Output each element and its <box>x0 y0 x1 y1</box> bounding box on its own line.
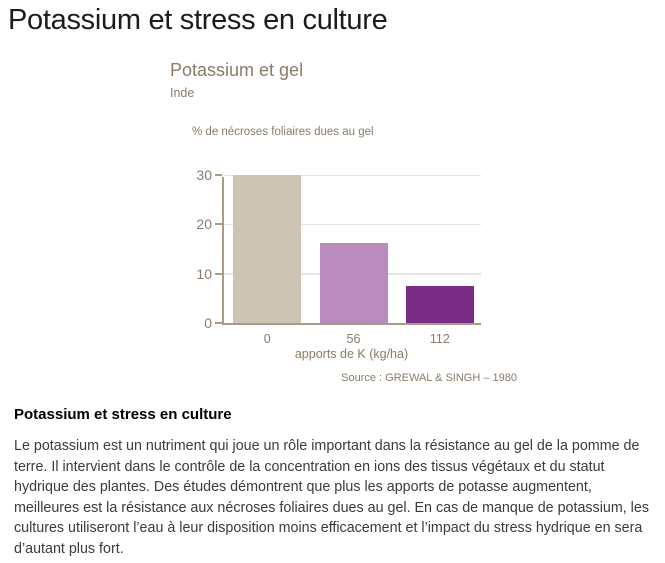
y-tick-label: 30 <box>196 167 212 183</box>
y-axis-title: % de nécroses foliaires dues au gel <box>192 126 374 138</box>
x-tick-label: 56 <box>346 332 361 346</box>
x-tick-label: 0 <box>263 332 271 346</box>
gridline-20 <box>224 223 481 226</box>
bar-112 <box>405 286 474 323</box>
chart-title: Potassium et gel <box>170 60 304 80</box>
plot-area: 0 10 20 30 0 56 112 <box>196 168 481 346</box>
y-tick-mark <box>215 223 222 226</box>
article: Potassium et stress en culture Le potass… <box>14 406 659 560</box>
bar-0 <box>233 175 302 323</box>
gridline-30 <box>224 174 481 176</box>
bar-56 <box>319 242 388 323</box>
y-tick-mark <box>215 174 222 176</box>
chart-figure: Potassium et gel Inde % de nécroses foli… <box>170 60 517 384</box>
page-title: Potassium et stress en culture <box>8 4 388 36</box>
y-tick-label: 10 <box>196 265 212 282</box>
article-body: Le potassium est un nutriment qui joue u… <box>14 438 649 557</box>
x-axis-title: apports de K (kg/ha) <box>294 347 409 361</box>
article-heading: Potassium et stress en culture <box>14 406 232 423</box>
chart-source: Source : GREWAL & SINGH – 1980 <box>341 372 517 384</box>
y-tick-label: 0 <box>204 315 212 331</box>
chart-subtitle: Inde <box>170 86 195 100</box>
x-tick-label: 112 <box>429 332 450 346</box>
y-tick-label: 20 <box>196 216 212 233</box>
y-tick-mark <box>215 322 222 324</box>
y-tick-mark <box>215 272 222 275</box>
